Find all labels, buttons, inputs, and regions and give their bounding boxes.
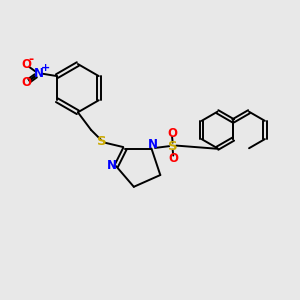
- Text: O: O: [167, 127, 177, 140]
- Text: O: O: [168, 152, 178, 165]
- Text: N: N: [34, 67, 44, 80]
- Text: S: S: [168, 140, 178, 153]
- Text: N: N: [148, 139, 158, 152]
- Text: N: N: [107, 159, 117, 172]
- Text: S: S: [98, 135, 107, 148]
- Text: O: O: [21, 58, 31, 71]
- Text: +: +: [40, 63, 50, 73]
- Text: O: O: [21, 76, 31, 89]
- Text: -: -: [29, 52, 34, 65]
